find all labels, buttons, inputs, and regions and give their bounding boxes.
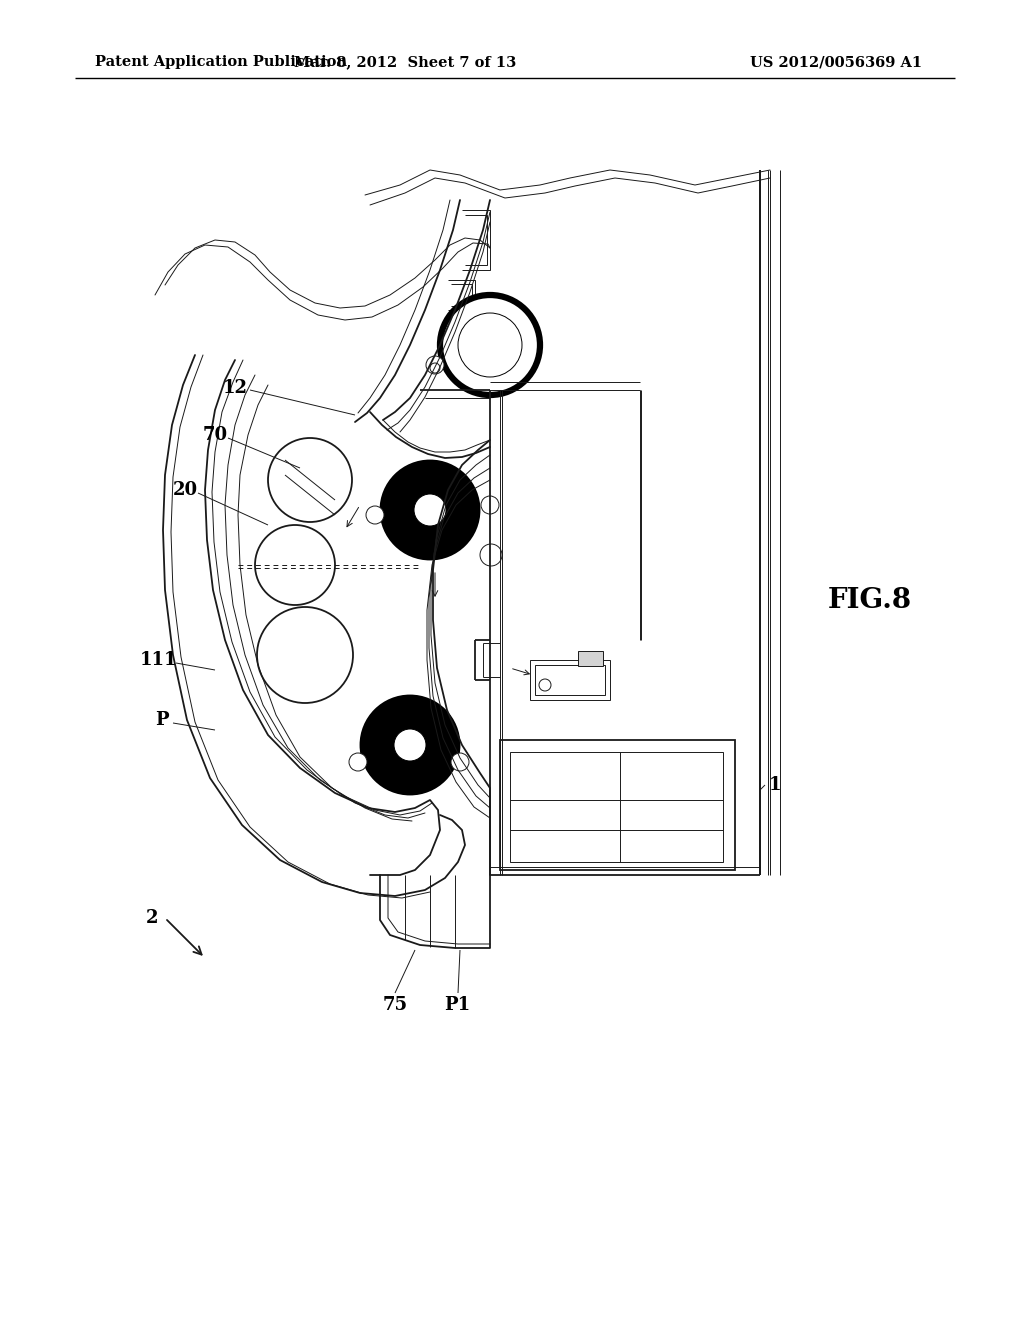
Text: P: P <box>156 711 169 729</box>
Circle shape <box>414 494 446 525</box>
Circle shape <box>440 294 540 395</box>
Text: 75: 75 <box>382 997 408 1014</box>
Circle shape <box>430 363 440 374</box>
Circle shape <box>268 438 352 521</box>
Text: P1: P1 <box>444 997 470 1014</box>
Text: 1: 1 <box>769 776 781 795</box>
Bar <box>500 741 735 870</box>
Text: 12: 12 <box>222 379 248 397</box>
Circle shape <box>349 752 367 771</box>
Circle shape <box>255 525 335 605</box>
Text: 111: 111 <box>139 651 177 669</box>
Circle shape <box>366 506 384 524</box>
Bar <box>530 660 610 700</box>
Text: Mar. 8, 2012  Sheet 7 of 13: Mar. 8, 2012 Sheet 7 of 13 <box>294 55 516 69</box>
Circle shape <box>362 697 458 793</box>
Circle shape <box>481 496 499 513</box>
Text: Patent Application Publication: Patent Application Publication <box>95 55 347 69</box>
Circle shape <box>539 678 551 690</box>
Circle shape <box>382 462 478 558</box>
Circle shape <box>257 607 353 704</box>
Bar <box>535 665 605 696</box>
Text: 70: 70 <box>203 426 227 444</box>
Circle shape <box>426 356 444 374</box>
Circle shape <box>394 729 426 762</box>
Circle shape <box>458 313 522 378</box>
Text: 20: 20 <box>172 480 198 499</box>
Text: US 2012/0056369 A1: US 2012/0056369 A1 <box>750 55 923 69</box>
Bar <box>510 752 723 862</box>
Circle shape <box>451 752 469 771</box>
Bar <box>578 651 603 667</box>
Text: FIG.8: FIG.8 <box>828 586 912 614</box>
Circle shape <box>480 544 502 566</box>
Text: 2: 2 <box>145 909 159 927</box>
